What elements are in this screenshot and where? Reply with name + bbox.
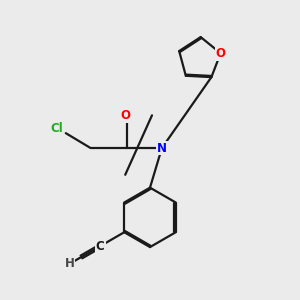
Text: C: C (96, 240, 105, 253)
Text: O: O (120, 109, 130, 122)
Text: Cl: Cl (50, 122, 63, 135)
Text: H: H (64, 257, 74, 270)
Text: O: O (216, 47, 226, 60)
Text: N: N (157, 142, 167, 154)
